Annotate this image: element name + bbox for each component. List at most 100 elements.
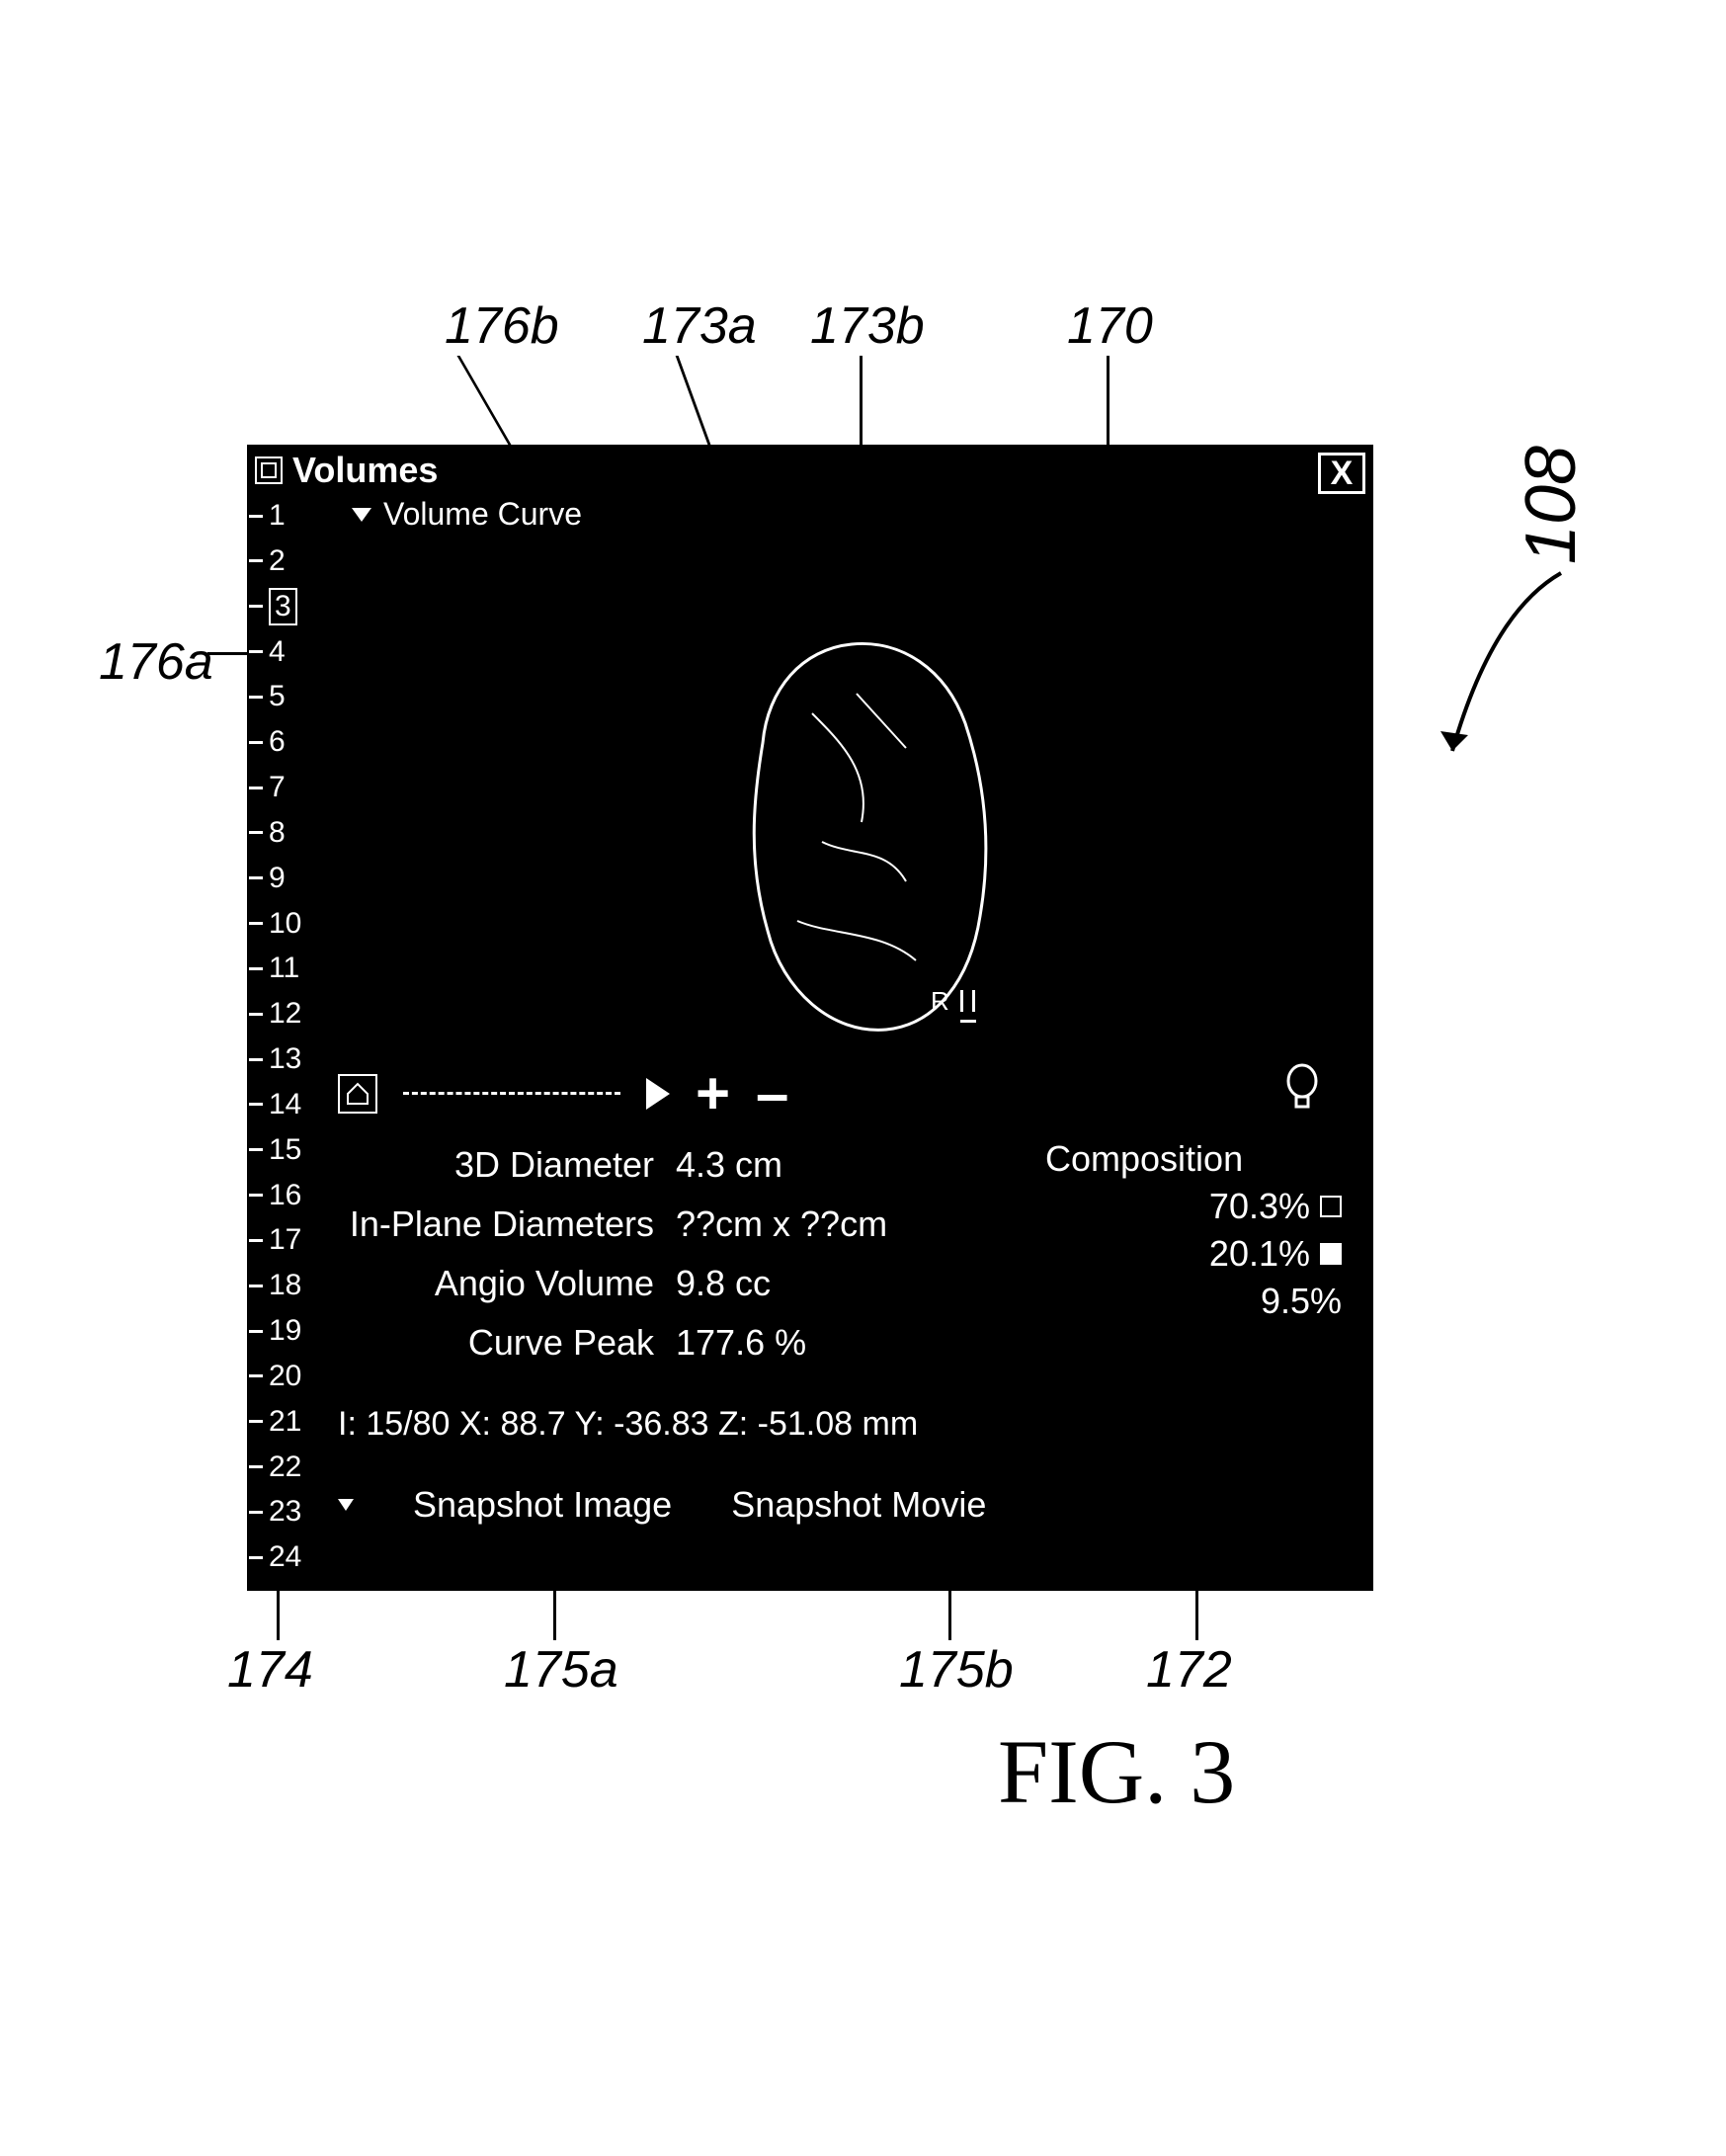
callout-172: 172 — [1146, 1640, 1232, 1700]
ruler-tick-number: 11 — [269, 952, 299, 985]
ruler-tick[interactable]: 21 — [249, 1400, 328, 1444]
composition-value: 70.3% — [1209, 1186, 1310, 1227]
callout-175b: 175b — [899, 1640, 1014, 1700]
metric-value: 9.8 cc — [676, 1257, 771, 1310]
callout-170: 170 — [1067, 296, 1153, 356]
metric-value: 4.3 cm — [676, 1138, 782, 1192]
ruler-tick[interactable]: 8 — [249, 811, 328, 855]
composition-row: 9.5% — [1045, 1281, 1342, 1322]
timeline-track[interactable] — [403, 1092, 620, 1095]
slice-ruler[interactable]: 123456789101112131415161718192021222324 — [249, 494, 328, 1589]
ruler-tick[interactable]: 6 — [249, 720, 328, 764]
zoom-out-button[interactable]: – — [756, 1059, 788, 1127]
ruler-tick-number: 19 — [269, 1314, 301, 1348]
play-icon[interactable] — [646, 1078, 670, 1110]
ruler-tick[interactable]: 22 — [249, 1446, 328, 1489]
ruler-tick[interactable]: 23 — [249, 1490, 328, 1534]
ruler-tick-number: 1 — [269, 499, 286, 533]
composition-row: 70.3% — [1045, 1186, 1342, 1227]
home-icon[interactable] — [338, 1074, 377, 1114]
callout-175a: 175a — [504, 1640, 618, 1700]
ruler-tick[interactable]: 19 — [249, 1309, 328, 1353]
ruler-tick[interactable]: 2 — [249, 539, 328, 583]
ruler-tick-number: 18 — [269, 1269, 301, 1302]
ruler-tick[interactable]: 11 — [249, 947, 328, 990]
ruler-tick[interactable]: 5 — [249, 675, 328, 718]
ruler-tick-number: 6 — [269, 725, 286, 759]
composition-swatch — [1320, 1196, 1342, 1217]
ruler-tick[interactable]: 13 — [249, 1037, 328, 1081]
ruler-tick[interactable]: 16 — [249, 1174, 328, 1217]
ruler-tick[interactable]: 14 — [249, 1083, 328, 1126]
tree-root-row[interactable]: Volume Curve — [348, 496, 1361, 533]
ruler-tick-number: 22 — [269, 1451, 301, 1484]
callout-174: 174 — [227, 1640, 313, 1700]
close-icon: X — [1331, 455, 1354, 493]
callout-173b: 173b — [810, 296, 925, 356]
ruler-tick[interactable]: 17 — [249, 1218, 328, 1262]
metric-label: Angio Volume — [338, 1257, 654, 1310]
snapshot-expand-icon[interactable] — [338, 1499, 354, 1511]
ruler-tick-number: 9 — [269, 862, 286, 895]
volumes-window: Volumes X 123456789101112131415161718192… — [247, 445, 1373, 1591]
snapshot-row: Snapshot Image Snapshot Movie — [338, 1484, 986, 1526]
composition-title: Composition — [1045, 1138, 1342, 1180]
composition-swatch — [1320, 1243, 1342, 1265]
lesion-3d-view[interactable]: R — [713, 634, 1029, 1049]
ruler-tick[interactable]: 24 — [249, 1535, 328, 1579]
ruler-tick[interactable]: 9 — [249, 857, 328, 900]
ruler-tick[interactable]: 10 — [249, 902, 328, 946]
metric-value: 177.6 % — [676, 1316, 806, 1369]
snapshot-image-button[interactable]: Snapshot Image — [413, 1484, 672, 1526]
metric-label: 3D Diameter — [338, 1138, 654, 1192]
ruler-tick-number: 21 — [269, 1405, 301, 1439]
callout-173a: 173a — [642, 296, 757, 356]
bulb-icon[interactable] — [1282, 1063, 1322, 1123]
window-title: Volumes — [292, 450, 438, 491]
ruler-tick[interactable]: 15 — [249, 1128, 328, 1172]
ruler-tick-number: 23 — [269, 1495, 301, 1529]
ruler-tick-number: 15 — [269, 1133, 301, 1167]
ruler-tick[interactable]: 1 — [249, 494, 328, 538]
leader-173b — [860, 356, 863, 445]
ruler-tick-number: 14 — [269, 1088, 301, 1121]
composition-row: 20.1% — [1045, 1233, 1342, 1275]
composition-value: 9.5% — [1261, 1281, 1342, 1322]
snapshot-movie-button[interactable]: Snapshot Movie — [731, 1484, 986, 1526]
ruler-tick-number: 7 — [269, 771, 286, 804]
ruler-tick-number: 3 — [269, 588, 297, 625]
titlebar: Volumes — [249, 447, 1371, 494]
svg-text:R: R — [931, 986, 949, 1016]
ruler-tick-number: 17 — [269, 1223, 301, 1257]
ruler-tick[interactable]: 20 — [249, 1355, 328, 1398]
ruler-tick-number: 10 — [269, 907, 301, 941]
composition-value: 20.1% — [1209, 1233, 1310, 1275]
curve-controls: + – — [338, 1059, 1361, 1127]
ruler-tick-number: 20 — [269, 1360, 301, 1393]
figure-caption: FIG. 3 — [998, 1719, 1235, 1824]
ruler-tick[interactable]: 12 — [249, 992, 328, 1036]
ruler-tick[interactable]: 3 — [249, 585, 328, 628]
ruler-tick-number: 4 — [269, 635, 286, 669]
ruler-tick-number: 24 — [269, 1540, 301, 1574]
metric-value: ??cm x ??cm — [676, 1198, 887, 1251]
arrow-108 — [1413, 553, 1610, 810]
metric-label: In-Plane Diameters — [338, 1198, 654, 1251]
tree-root-label: Volume Curve — [383, 496, 582, 533]
content-area: Volume Curve R — [338, 496, 1361, 1579]
ruler-tick-number: 5 — [269, 680, 286, 713]
zoom-in-button[interactable]: + — [696, 1059, 730, 1127]
cursor-coordinates: I: 15/80 X: 88.7 Y: -36.83 Z: -51.08 mm — [338, 1405, 918, 1444]
ruler-tick-number: 13 — [269, 1042, 301, 1076]
ruler-tick-number: 16 — [269, 1179, 301, 1212]
leader-170 — [1107, 356, 1110, 445]
system-menu-icon[interactable] — [255, 456, 283, 484]
tree-expand-icon[interactable] — [352, 508, 371, 522]
ruler-tick[interactable]: 4 — [249, 630, 328, 674]
ruler-tick[interactable]: 7 — [249, 766, 328, 809]
callout-176a: 176a — [99, 632, 213, 692]
close-button[interactable]: X — [1318, 453, 1365, 494]
ruler-tick[interactable]: 18 — [249, 1264, 328, 1307]
ruler-tick-number: 12 — [269, 997, 301, 1031]
composition-block: Composition 70.3% 20.1% 9.5% — [1045, 1138, 1342, 1328]
